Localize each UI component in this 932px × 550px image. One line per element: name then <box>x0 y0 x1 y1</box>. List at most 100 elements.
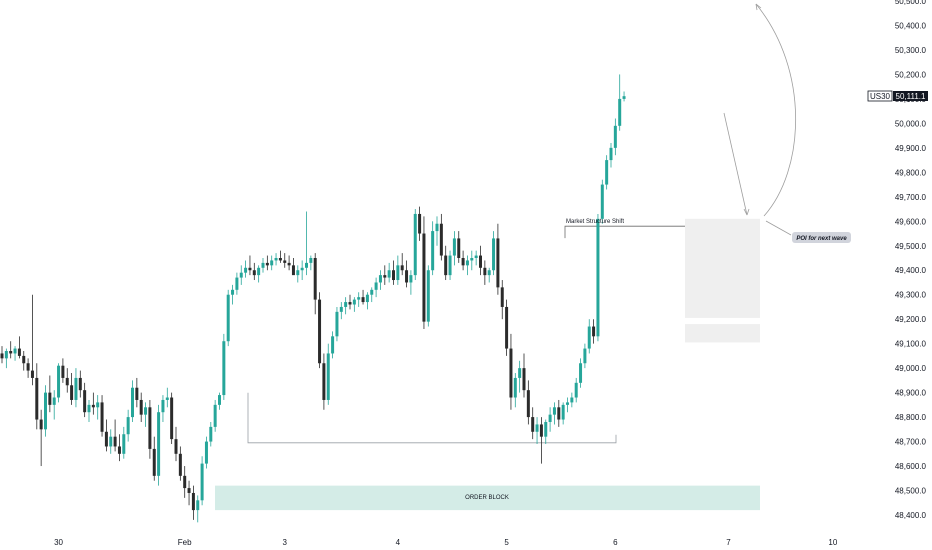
price-tick-label: 49,900.0 <box>895 144 927 153</box>
candle-body <box>178 453 182 476</box>
order-block-zone <box>215 485 760 511</box>
candle-body <box>526 390 530 418</box>
candle-body <box>622 96 626 99</box>
candle-body <box>231 289 235 295</box>
candle-body <box>26 363 30 371</box>
candle-body <box>144 407 148 415</box>
candle-body <box>22 355 26 364</box>
projection-curve <box>755 3 797 217</box>
candle-body <box>557 407 561 420</box>
candle-body <box>13 348 17 354</box>
candle-body <box>65 377 69 386</box>
candle-body <box>583 348 587 364</box>
candle-body <box>209 426 213 442</box>
candle-body <box>518 368 522 378</box>
candle-body <box>496 238 500 288</box>
candle-body <box>257 267 261 276</box>
candle-body <box>265 262 269 266</box>
candle-body <box>183 475 187 489</box>
candle-body <box>500 287 504 307</box>
candle-body <box>513 377 517 398</box>
candle-body <box>531 417 535 432</box>
candle-body <box>74 377 78 400</box>
candle-body <box>552 407 556 415</box>
candle-body <box>100 402 104 432</box>
poi-label: POI for next wave <box>796 236 847 242</box>
candle-body <box>439 223 443 256</box>
candle-body <box>605 160 609 185</box>
price-tick-label: 48,800.0 <box>895 413 927 422</box>
time-axis[interactable]: 30 Feb 3 4 5 6 7 10 <box>54 538 838 547</box>
poi-connector <box>765 220 792 236</box>
candle-body <box>374 282 378 290</box>
candle-body <box>61 365 65 378</box>
price-axis[interactable]: 50,500.050,400.050,300.050,200.050,100.0… <box>895 0 927 520</box>
candle-body <box>204 441 208 464</box>
candle-body <box>579 363 583 383</box>
candle-body <box>104 431 108 447</box>
candle-body <box>109 436 113 447</box>
candle-body <box>387 270 391 278</box>
candle-body <box>613 125 617 148</box>
candle-body <box>587 326 591 349</box>
price-tick-label: 50,400.0 <box>895 21 927 30</box>
candle-body <box>52 397 56 405</box>
candle-body <box>539 424 543 437</box>
price-tick-label: 48,700.0 <box>895 438 927 447</box>
time-tick-label: 4 <box>396 538 401 547</box>
candle-body <box>548 414 552 422</box>
candle-body <box>509 348 513 398</box>
candle-body <box>418 213 422 234</box>
candle-body <box>270 260 274 266</box>
poi-label-box[interactable]: POI for next wave <box>792 232 851 243</box>
candle-body <box>300 267 304 271</box>
candles-layer <box>0 74 626 523</box>
candle-body <box>609 147 613 161</box>
time-tick-label: 10 <box>828 538 837 547</box>
candle-body <box>239 272 243 278</box>
candle-body <box>222 341 226 396</box>
time-tick-label: 5 <box>504 538 509 547</box>
candle-body <box>457 238 461 258</box>
candle-body <box>335 311 339 337</box>
order-block-label: ORDER BLOCK <box>465 495 509 501</box>
candle-body <box>135 387 139 400</box>
time-tick-label: Feb <box>178 538 192 547</box>
candle-body <box>618 98 622 126</box>
price-tick-label: 50,300.0 <box>895 46 927 55</box>
candle-body <box>465 260 469 266</box>
candle-body <box>39 419 43 430</box>
candle-body <box>17 348 21 356</box>
candle-body <box>483 267 487 276</box>
candle-body <box>148 407 152 449</box>
mss-line <box>564 225 685 239</box>
candle-body <box>174 439 178 454</box>
price-tick-label: 48,900.0 <box>895 389 927 398</box>
symbol-label: US30 <box>870 92 891 101</box>
candle-body <box>448 255 452 276</box>
price-tick-label: 50,000.0 <box>895 119 927 128</box>
last-price-label: 50,111.1 <box>896 92 927 101</box>
price-tick-label: 49,200.0 <box>895 315 927 324</box>
candle-body <box>191 492 195 511</box>
candle-body <box>596 218 600 337</box>
candle-body <box>409 275 413 283</box>
candle-body <box>352 299 356 305</box>
candle-body <box>157 412 161 476</box>
candle-body <box>296 270 300 276</box>
candle-body <box>361 297 365 303</box>
candle-body <box>452 238 456 256</box>
candle-body <box>544 421 548 437</box>
pullback-arrowhead <box>743 208 750 216</box>
candle-body <box>113 436 117 447</box>
price-tick-label: 48,400.0 <box>895 511 927 520</box>
candle-body <box>83 390 87 413</box>
poi-zone-upper <box>685 218 760 318</box>
time-tick-label: 3 <box>283 538 288 547</box>
candle-body <box>200 463 204 501</box>
candle-body <box>326 353 330 400</box>
candle-body <box>505 306 509 349</box>
candle-body <box>117 446 121 454</box>
candle-body <box>196 500 200 511</box>
